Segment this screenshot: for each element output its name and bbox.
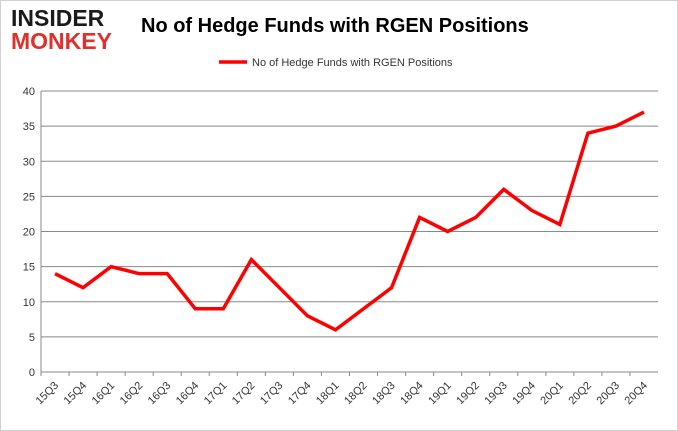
x-tick-label: 18Q2 <box>342 380 370 408</box>
insider-monkey-logo: INSIDER MONKEY <box>11 7 129 53</box>
x-tick-label: 17Q2 <box>230 380 258 408</box>
x-tick-label: 18Q4 <box>398 380 426 408</box>
y-tick-label: 40 <box>23 86 35 98</box>
x-tick-label: 16Q1 <box>90 380 118 408</box>
y-tick-label: 0 <box>29 367 35 379</box>
y-tick-label: 10 <box>23 297 35 309</box>
logo-line2: MONKEY <box>11 28 112 54</box>
x-tick-label: 19Q2 <box>454 380 482 408</box>
x-tick-label: 18Q1 <box>314 380 342 408</box>
logo-line1: INSIDER <box>11 5 105 31</box>
y-tick-label: 5 <box>29 332 35 344</box>
x-tick-label: 15Q4 <box>62 380 90 408</box>
y-tick-label: 20 <box>23 227 35 239</box>
y-tick-label: 35 <box>23 121 35 133</box>
x-tick-label: 16Q2 <box>118 380 146 408</box>
series-line <box>54 110 645 332</box>
x-tick-label: 16Q3 <box>146 380 174 408</box>
x-tick-label: 20Q1 <box>538 380 566 408</box>
x-tick-label: 15Q3 <box>34 380 62 408</box>
x-tick-label: 20Q4 <box>623 380 651 408</box>
x-tick-label: 19Q4 <box>510 380 538 408</box>
y-tick-label: 30 <box>23 156 35 168</box>
y-tick-label: 25 <box>23 191 35 203</box>
x-tick-label: 17Q3 <box>258 380 286 408</box>
x-tick-label: 19Q3 <box>482 380 510 408</box>
x-tick-label: 16Q4 <box>174 380 202 408</box>
x-tick-label: 18Q3 <box>370 380 398 408</box>
x-tick-label: 20Q2 <box>566 380 594 408</box>
x-tick-label: 20Q3 <box>595 380 623 408</box>
y-tick-label: 15 <box>23 262 35 274</box>
legend-label: No of Hedge Funds with RGEN Positions <box>252 57 453 69</box>
x-tick-label: 17Q1 <box>202 380 230 408</box>
chart-title: No of Hedge Funds with RGEN Positions <box>141 15 529 37</box>
x-tick-label: 17Q4 <box>286 380 314 408</box>
x-tick-label: 19Q1 <box>426 380 454 408</box>
